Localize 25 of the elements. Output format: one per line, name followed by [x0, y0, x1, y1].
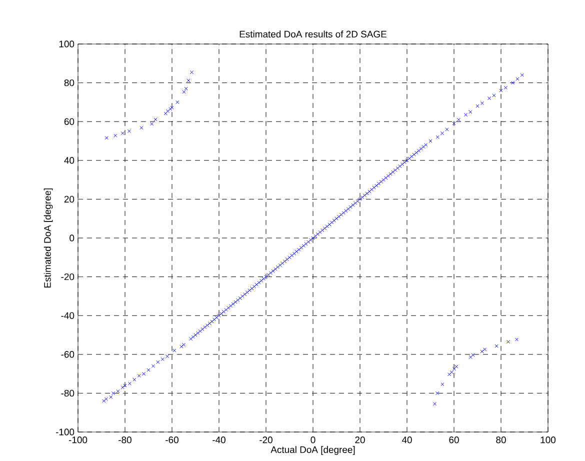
x-tick-label: 100 — [540, 436, 556, 444]
x-tick-label: 20 — [355, 436, 365, 444]
x-tick-label: -60 — [166, 436, 178, 444]
y-tick-label: 40 — [64, 157, 74, 164]
y-tick-label: -80 — [61, 390, 74, 397]
y-axis-title: Estimated DoA [degree] — [44, 188, 53, 288]
x-tick-label: -40 — [212, 436, 226, 444]
x-tick-label: -20 — [260, 436, 272, 444]
y-tick-label: 80 — [64, 79, 74, 86]
x-tick-label: -80 — [118, 436, 132, 444]
chart-title: Estimated DoA results of 2D SAGE — [240, 30, 386, 38]
x-tick-label: 40 — [402, 436, 412, 444]
y-tick-label: -60 — [61, 351, 74, 358]
y-tick-label: -100 — [56, 428, 74, 436]
y-tick-label: -20 — [61, 273, 74, 280]
y-tick-label: 100 — [59, 40, 74, 48]
x-tick-label: -100 — [68, 436, 88, 444]
x-tick-label: 60 — [449, 436, 459, 444]
y-tick-label: 0 — [70, 234, 74, 242]
y-tick-label: 20 — [64, 196, 74, 203]
x-tick-label: 0 — [310, 436, 316, 444]
y-tick-label: -40 — [61, 312, 74, 319]
y-tick-label: 60 — [64, 118, 74, 125]
x-tick-label: 80 — [496, 436, 506, 444]
x-axis-title: Actual DoA [degree] — [270, 446, 355, 455]
